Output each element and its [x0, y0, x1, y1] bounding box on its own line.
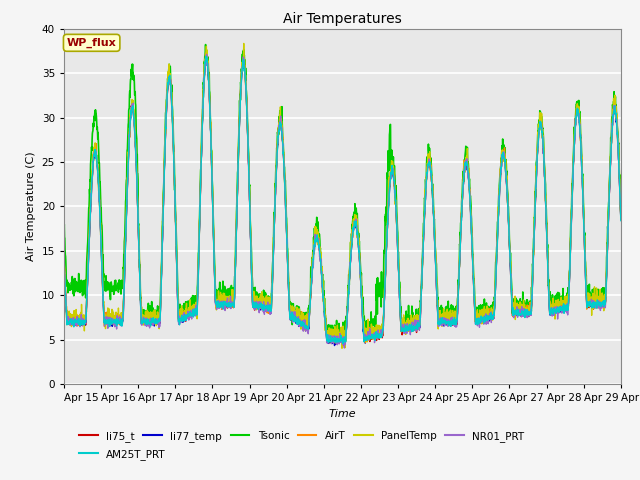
X-axis label: Time: Time [328, 408, 356, 419]
AirT [617, 216, 625, 221]
Line: li75_t: li75_t [64, 58, 621, 343]
Tsonic [216, 284, 223, 290]
PanelTemp [568, 193, 576, 199]
PanelTemp [584, 296, 591, 302]
li77_temp [60, 265, 68, 271]
NR01_PRT [216, 300, 223, 306]
li77_temp [584, 300, 591, 306]
AM25T_PRT [505, 220, 513, 226]
AM25T_PRT [568, 196, 576, 202]
Legend: AM25T_PRT: AM25T_PRT [75, 444, 170, 464]
li77_temp [617, 216, 625, 222]
AirT [505, 219, 513, 225]
PanelTemp [371, 324, 379, 330]
PanelTemp [60, 264, 68, 269]
NR01_PRT [568, 200, 576, 205]
Tsonic [584, 283, 591, 288]
AirT [362, 340, 369, 346]
Line: AM25T_PRT: AM25T_PRT [64, 56, 621, 343]
PanelTemp [505, 220, 513, 226]
Line: PanelTemp: PanelTemp [64, 43, 621, 348]
AM25T_PRT [371, 333, 379, 339]
AirT [584, 299, 591, 304]
li75_t [568, 196, 576, 202]
li77_temp [568, 197, 576, 203]
Tsonic [60, 226, 68, 232]
li75_t [202, 55, 210, 60]
NR01_PRT [340, 345, 348, 351]
NR01_PRT [359, 316, 367, 322]
Line: li77_temp: li77_temp [64, 59, 621, 346]
Tsonic [568, 181, 576, 187]
AirT [359, 316, 367, 322]
Tsonic [371, 315, 379, 321]
li75_t [617, 214, 625, 219]
Line: AirT: AirT [64, 53, 621, 343]
li75_t [60, 261, 68, 267]
AM25T_PRT [60, 263, 68, 269]
Tsonic [617, 208, 625, 214]
PanelTemp [240, 40, 248, 46]
Line: Tsonic: Tsonic [64, 45, 621, 339]
li77_temp [359, 321, 367, 327]
AirT [60, 263, 68, 268]
Title: Air Temperatures: Air Temperatures [283, 12, 402, 26]
AM25T_PRT [202, 53, 210, 59]
Tsonic [327, 336, 335, 342]
Y-axis label: Air Temperature (C): Air Temperature (C) [26, 152, 36, 261]
Line: NR01_PRT: NR01_PRT [64, 54, 621, 348]
li75_t [505, 218, 513, 224]
AM25T_PRT [359, 319, 367, 324]
NR01_PRT [60, 263, 68, 269]
li75_t [584, 302, 591, 308]
li75_t [359, 320, 367, 326]
li75_t [333, 340, 341, 346]
Tsonic [359, 301, 367, 307]
li77_temp [216, 302, 223, 308]
NR01_PRT [584, 303, 591, 309]
Tsonic [202, 42, 209, 48]
AM25T_PRT [339, 340, 347, 346]
NR01_PRT [371, 330, 379, 336]
li75_t [216, 302, 223, 308]
li77_temp [505, 221, 513, 227]
li77_temp [339, 343, 347, 348]
PanelTemp [359, 312, 367, 318]
Text: WP_flux: WP_flux [67, 37, 116, 48]
AirT [568, 196, 576, 202]
AM25T_PRT [584, 300, 591, 305]
li77_temp [202, 56, 210, 61]
PanelTemp [216, 296, 223, 302]
PanelTemp [617, 208, 625, 214]
AirT [202, 50, 209, 56]
AM25T_PRT [617, 218, 625, 224]
Tsonic [505, 215, 513, 220]
li75_t [371, 334, 379, 339]
NR01_PRT [203, 51, 211, 57]
AirT [216, 300, 223, 305]
li77_temp [371, 334, 379, 339]
NR01_PRT [505, 215, 513, 221]
AM25T_PRT [216, 301, 223, 307]
AirT [371, 327, 379, 333]
PanelTemp [338, 346, 346, 351]
NR01_PRT [617, 214, 625, 220]
